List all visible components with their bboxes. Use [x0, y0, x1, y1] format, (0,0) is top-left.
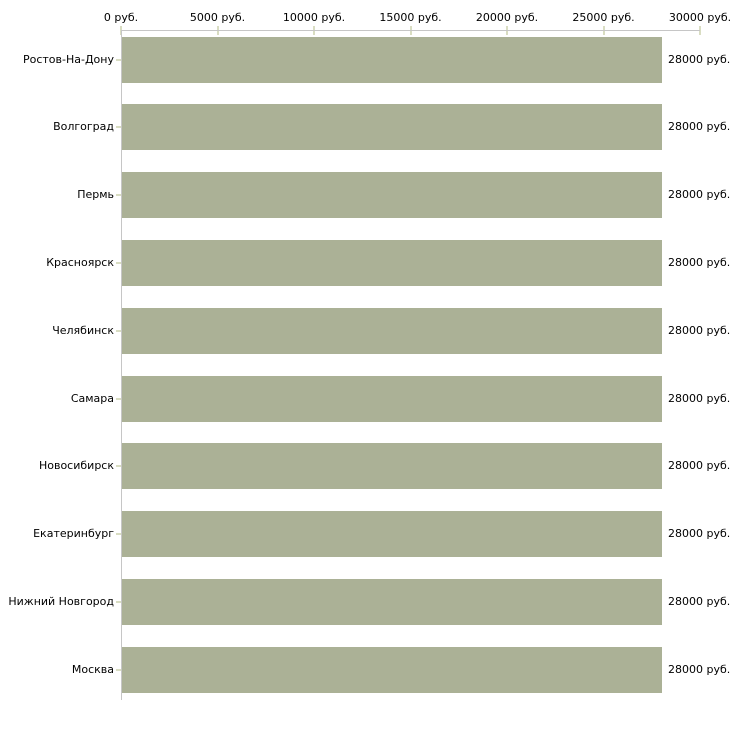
y-axis-tick: [115, 262, 121, 264]
value-label: 28000 руб.: [668, 324, 730, 337]
x-axis-label: 0 руб.: [103, 11, 139, 24]
category-label: Красноярск: [46, 256, 114, 269]
bar: [122, 376, 662, 422]
value-label: 28000 руб.: [668, 120, 730, 133]
value-label: 28000 руб.: [668, 663, 730, 676]
value-label: 28000 руб.: [668, 256, 730, 269]
x-axis-tick: [699, 26, 701, 35]
x-axis-label: 10000 руб.: [282, 11, 346, 24]
value-label: 28000 руб.: [668, 527, 730, 540]
bar: [122, 647, 662, 693]
x-axis-line: [121, 30, 700, 31]
y-axis-tick: [115, 398, 121, 400]
category-label: Екатеринбург: [33, 527, 114, 540]
x-axis-label: 25000 руб.: [572, 11, 635, 24]
y-axis-tick: [115, 465, 121, 467]
y-axis-tick: [115, 601, 121, 603]
value-label: 28000 руб.: [668, 595, 730, 608]
x-axis-label: 20000 руб.: [475, 11, 539, 24]
x-axis-label: 5000 руб.: [189, 11, 246, 24]
value-label: 28000 руб.: [668, 459, 730, 472]
category-label: Новосибирск: [38, 459, 114, 472]
bar: [122, 308, 662, 354]
y-axis-tick: [115, 330, 121, 332]
bar: [122, 511, 662, 557]
value-label: 28000 руб.: [668, 392, 730, 405]
y-axis-tick: [115, 533, 121, 535]
bar: [122, 579, 662, 625]
y-axis-tick: [115, 126, 121, 128]
value-label: 28000 руб.: [668, 53, 730, 66]
category-label: Ростов-На-Дону: [22, 53, 114, 66]
bar: [122, 172, 662, 218]
value-label: 28000 руб.: [668, 188, 730, 201]
y-axis-tick: [115, 669, 121, 671]
bar: [122, 104, 662, 150]
category-label: Москва: [71, 663, 114, 676]
x-axis-label: 30000 руб.: [668, 11, 730, 24]
bar: [122, 443, 662, 489]
category-label: Челябинск: [52, 324, 114, 337]
category-label: Нижний Новгород: [8, 595, 114, 608]
y-axis-tick: [115, 59, 121, 61]
bar: [122, 240, 662, 286]
category-label: Волгоград: [53, 120, 114, 133]
bar: [122, 37, 662, 83]
y-axis-line: [121, 30, 122, 700]
x-axis-label: 15000 руб.: [379, 11, 442, 24]
category-label: Самара: [70, 392, 114, 405]
category-label: Пермь: [77, 188, 114, 201]
y-axis-tick: [115, 194, 121, 196]
